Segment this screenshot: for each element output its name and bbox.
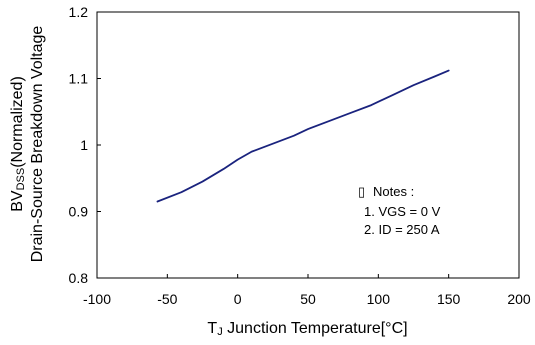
- plot-frame: [96, 11, 520, 279]
- notes-annotation: ▯ Notes : 1. VGS = 0 V 2. ID = 250 A: [358, 184, 441, 237]
- y-tick-label: 1.2: [69, 4, 89, 20]
- x-tick-label: 50: [300, 291, 316, 307]
- x-tick-label: 0: [234, 291, 242, 307]
- y-axis-title-line1-prefix: BV: [9, 190, 26, 212]
- notes-header: Notes :: [373, 184, 414, 199]
- x-tick-label: -100: [83, 291, 111, 307]
- x-axis-ticks: -100 -50 0 50 100 150 200: [83, 274, 531, 307]
- x-tick-label: -50: [157, 291, 177, 307]
- x-axis-title-subscript: J: [217, 326, 223, 338]
- notes-bullet-icon: ▯: [358, 184, 365, 199]
- y-tick-label: 1.1: [69, 71, 89, 87]
- y-axis-title-line2: Drain-Source Breakdown Voltage: [29, 26, 46, 263]
- y-axis-title-line1: BVDSS(Normalized): [9, 76, 27, 212]
- plot-frame-group: [96, 11, 520, 279]
- series-group: [156, 69, 450, 203]
- x-axis-title-main: Junction Temperature[°C]: [223, 320, 408, 337]
- x-tick-label: 200: [507, 291, 531, 307]
- y-axis-title-line1-suffix: (Normalized): [9, 76, 26, 168]
- series-line: [156, 69, 450, 203]
- notes-line-2: 2. ID = 250 A: [364, 222, 440, 237]
- y-tick-label: 0.9: [69, 204, 89, 220]
- y-tick-label: 1: [80, 137, 88, 153]
- x-axis-title-prefix: T: [207, 320, 217, 337]
- notes-line-1: 1. VGS = 0 V: [364, 204, 441, 219]
- x-axis-title: TJ Junction Temperature[°C]: [207, 320, 407, 338]
- y-axis-title-line1-subscript: DSS: [15, 168, 27, 191]
- x-tick-label: 100: [367, 291, 391, 307]
- y-axis-ticks: 0.8 0.9 1 1.1 1.2: [69, 4, 101, 286]
- x-tick-label: 150: [437, 291, 461, 307]
- y-tick-label: 0.8: [69, 270, 89, 286]
